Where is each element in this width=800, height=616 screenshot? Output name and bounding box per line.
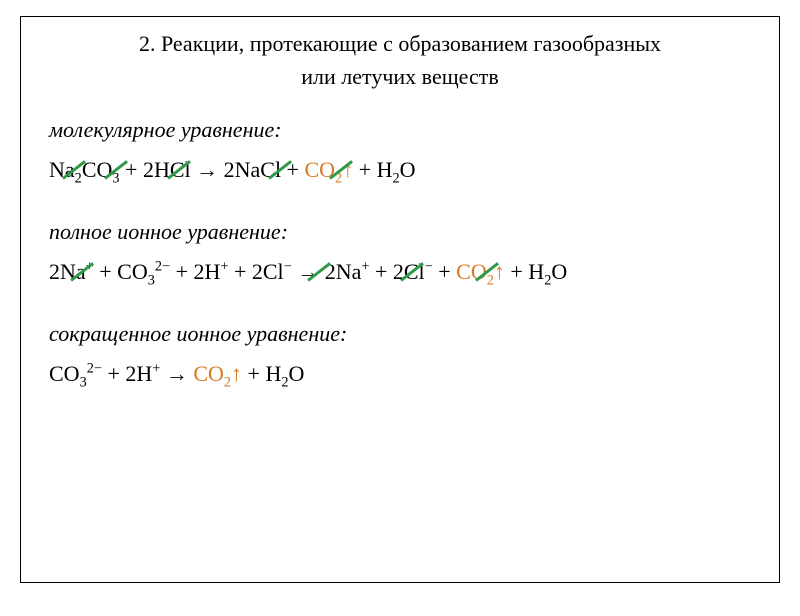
formula-segment: ↑ [342,157,353,182]
formula-segment: + CO32− [94,259,170,284]
formula-segment: + 2Cl− [228,259,291,284]
formula-segment: + 2HCl → 2NaCl + [120,157,305,182]
formula-segment: CO2 [193,361,231,386]
formula-segment: + 2Cl− [369,259,432,284]
equation-molecular: Na2CO3 + 2HCl → 2NaCl + CO2↑ + H2O [49,157,751,183]
equation-net-ionic: CO32− + 2H+ → CO2↑ + H2O [49,361,751,387]
formula-segment: CO2 [456,259,494,284]
title-line-2: или летучих веществ [49,60,751,93]
label-net-ionic: сокращенное ионное уравнение: [49,321,751,347]
formula-segment: ↑ [231,361,242,386]
formula-segment: + H2 [505,259,551,284]
formula-segment: CO3 [82,157,120,182]
formula-segment: O [400,157,416,182]
formula-segment: O [551,259,567,284]
label-full-ionic: полное ионное уравнение: [49,219,751,245]
formula-segment: + 2H+ [170,259,228,284]
formula-segment: + H2 [242,361,288,386]
formula-segment: CO32− [49,361,102,386]
formula-segment: + 2H+ [102,361,160,386]
formula-segment: Na2 [49,157,82,182]
title-line-1: 2. Реакции, протекающие с образованием г… [49,27,751,60]
document-frame: 2. Реакции, протекающие с образованием г… [20,16,780,583]
formula-segment: → [160,361,193,386]
formula-segment: + [433,259,456,284]
label-molecular: молекулярное уравнение: [49,117,751,143]
formula-segment: 2Na+ [49,259,94,284]
formula-segment: → 2Na+ [292,259,370,284]
formula-segment: + H2 [353,157,399,182]
formula-segment: O [288,361,304,386]
formula-segment: CO2 [304,157,342,182]
formula-segment: ↑ [494,259,505,284]
equation-full-ionic: 2Na+ + CO32− + 2H+ + 2Cl− → 2Na+ + 2Cl− … [49,259,751,285]
